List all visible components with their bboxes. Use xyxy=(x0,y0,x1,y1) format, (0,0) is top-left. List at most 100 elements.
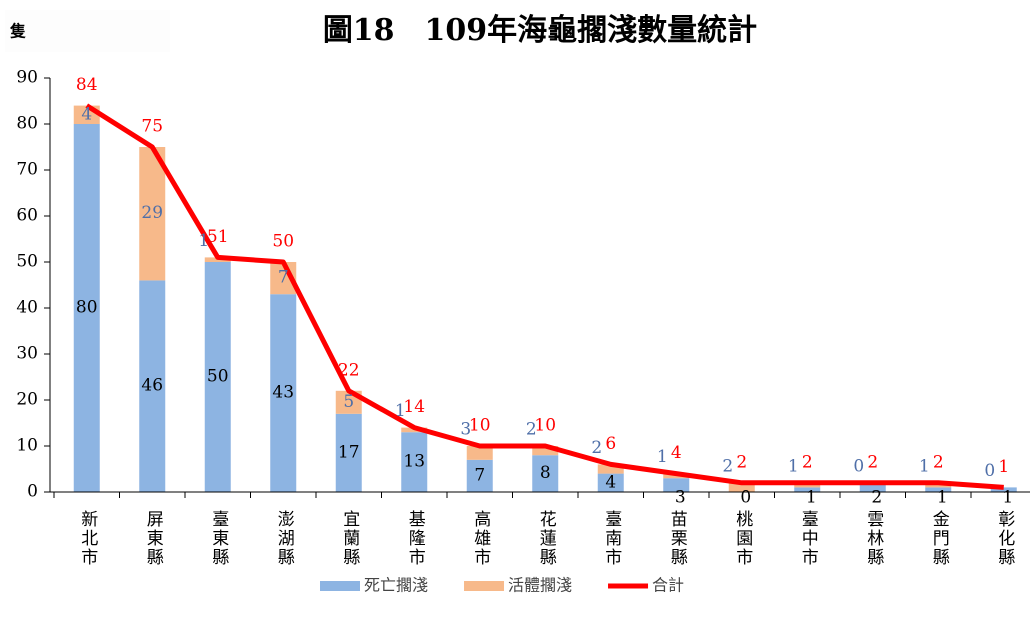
data-label: 3 xyxy=(675,488,686,508)
data-label: 17 xyxy=(338,442,360,462)
total-label: 22 xyxy=(338,360,360,380)
legend: 死亡擱淺 活體擱淺 合計 xyxy=(320,576,684,595)
data-label: 1 xyxy=(1002,488,1013,508)
total-label: 51 xyxy=(207,227,229,247)
bar-segment xyxy=(728,482,755,492)
total-label: 10 xyxy=(469,416,491,436)
x-tick-label: 金門縣 xyxy=(929,510,950,567)
y-tick-label: 10 xyxy=(16,436,38,456)
total-label: 84 xyxy=(76,75,98,95)
y-tick-label: 80 xyxy=(16,114,38,134)
chart-title: 圖18 109年海龜擱淺數量統計 xyxy=(323,13,757,48)
data-label: 8 xyxy=(540,463,551,483)
data-label: 80 xyxy=(76,298,98,318)
data-label: 29 xyxy=(141,203,163,223)
x-tick-label: 雲林縣 xyxy=(863,510,884,567)
data-label: 7 xyxy=(474,465,485,485)
x-tick-label: 臺中市 xyxy=(798,510,819,567)
bar-segment xyxy=(270,294,297,492)
legend-swatch xyxy=(464,581,505,591)
x-tick-label: 臺南市 xyxy=(601,510,622,567)
x-tick-label: 彰化縣 xyxy=(994,510,1015,567)
total-label: 2 xyxy=(802,452,813,472)
y-unit: 隻 xyxy=(9,22,26,41)
data-label: 50 xyxy=(207,367,229,387)
bar-segment xyxy=(597,464,624,474)
bar-segment xyxy=(925,487,952,492)
data-label: 1 xyxy=(788,456,799,476)
legend-label: 合計 xyxy=(652,576,684,595)
x-tick-label: 澎湖縣 xyxy=(274,510,295,567)
total-label: 10 xyxy=(534,416,556,436)
data-label: 3 xyxy=(460,420,471,440)
y-tick-label: 50 xyxy=(16,252,38,272)
unit-box xyxy=(5,10,170,52)
bar-segment xyxy=(990,487,1017,492)
data-label: 7 xyxy=(278,268,289,288)
total-label: 75 xyxy=(141,117,163,137)
bar-segment xyxy=(204,262,231,492)
bar-segment xyxy=(663,478,690,492)
y-tick-label: 0 xyxy=(27,482,38,502)
y-tick-label: 60 xyxy=(16,206,38,226)
x-tick-label: 高雄市 xyxy=(470,510,491,567)
x-tick-label: 花蓮縣 xyxy=(536,510,557,567)
bar-segment xyxy=(401,432,428,492)
data-label: 2 xyxy=(871,488,882,508)
y-tick-label: 40 xyxy=(16,298,38,318)
data-label: 2 xyxy=(591,438,602,458)
bar-segment xyxy=(335,413,362,492)
data-label: 46 xyxy=(141,376,163,396)
total-label: 1 xyxy=(998,457,1009,477)
bar-segment xyxy=(466,446,493,460)
y-tick-label: 70 xyxy=(16,160,38,180)
bar-segment xyxy=(73,124,100,492)
bar-segment xyxy=(139,147,166,281)
bar-segment xyxy=(466,459,493,492)
bar-segment xyxy=(532,446,559,456)
total-label: 50 xyxy=(272,232,294,252)
data-label: 4 xyxy=(81,104,92,124)
y-tick-label: 30 xyxy=(16,344,38,364)
data-label: 43 xyxy=(272,383,294,403)
data-label: 1 xyxy=(937,488,948,508)
data-label: 2 xyxy=(722,456,733,476)
bar-segment xyxy=(597,473,624,492)
legend-label: 死亡擱淺 xyxy=(364,576,428,595)
data-label: 0 xyxy=(853,456,864,476)
x-tick-label: 苗栗縣 xyxy=(667,510,688,567)
bar-segment xyxy=(532,455,559,492)
data-label: 4 xyxy=(605,472,616,492)
data-label: 2 xyxy=(526,420,537,440)
y-tick-label: 90 xyxy=(16,68,38,88)
bar-segment xyxy=(859,482,886,492)
total-label: 4 xyxy=(671,443,682,463)
data-label: 13 xyxy=(403,452,425,472)
x-tick-label: 基隆市 xyxy=(405,510,426,567)
data-label: 1 xyxy=(198,231,209,251)
data-label: 0 xyxy=(984,461,995,481)
bar-segment xyxy=(139,280,166,492)
data-label: 0 xyxy=(740,488,751,508)
y-tick-label: 20 xyxy=(16,390,38,410)
x-tick-label: 宜蘭縣 xyxy=(339,510,360,567)
total-label: 14 xyxy=(403,397,425,417)
total-label: 2 xyxy=(933,452,944,472)
x-tick-label: 桃園市 xyxy=(732,510,753,567)
total-label: 6 xyxy=(605,434,616,454)
data-label: 5 xyxy=(343,392,354,412)
total-line xyxy=(85,103,1004,490)
legend-label: 活體擱淺 xyxy=(508,576,572,595)
total-label: 2 xyxy=(736,452,747,472)
bar-segment xyxy=(794,487,821,492)
x-tick-label: 新北市 xyxy=(77,510,98,567)
legend-swatch xyxy=(320,581,360,591)
x-tick-label: 屏東縣 xyxy=(143,510,164,567)
data-label: 1 xyxy=(919,456,930,476)
data-label: 1 xyxy=(657,447,668,467)
data-label: 1 xyxy=(395,401,406,421)
total-label: 2 xyxy=(867,452,878,472)
x-tick-label: 臺東縣 xyxy=(208,510,229,567)
